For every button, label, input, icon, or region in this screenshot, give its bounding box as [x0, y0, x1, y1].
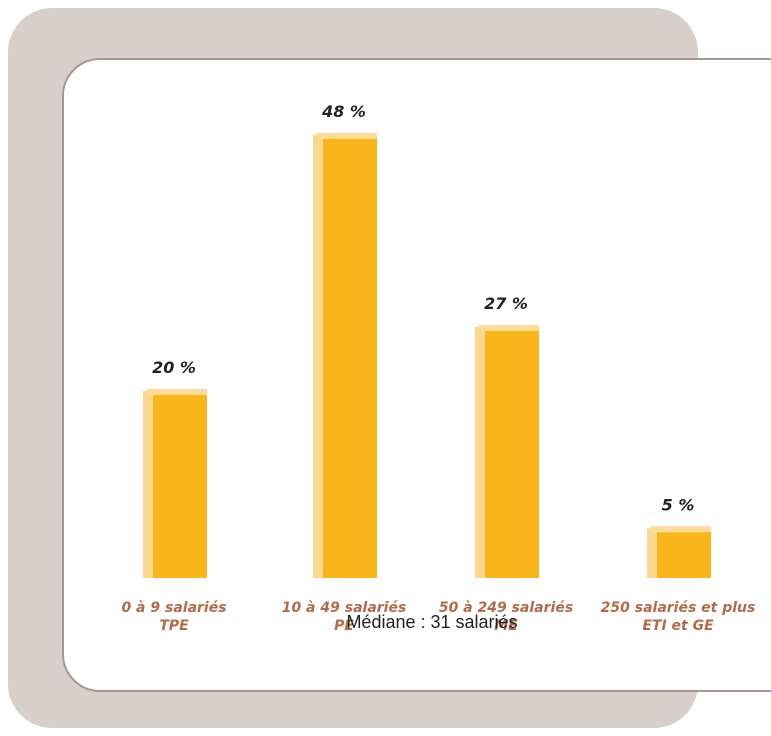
- bar-side: [313, 134, 323, 579]
- value-label: 5 %: [662, 495, 695, 514]
- category-label: 10 à 49 salariés: [282, 600, 407, 616]
- bar-top: [651, 526, 711, 533]
- bar-top: [317, 132, 377, 139]
- category-label: 0 à 9 salariés: [121, 600, 226, 616]
- category-label: ETI et GE: [642, 618, 714, 634]
- chart-panel: [62, 58, 771, 692]
- bar-side: [647, 528, 657, 578]
- bar: [485, 330, 539, 578]
- median-note: Médiane : 31 salariés: [346, 612, 518, 632]
- category-label: ME: [494, 618, 518, 634]
- bar-group: [313, 132, 377, 579]
- bar-group: [647, 526, 711, 578]
- category-label: TPE: [159, 618, 189, 634]
- bar-side: [143, 391, 153, 578]
- value-label: 20 %: [152, 358, 196, 377]
- bar-top: [479, 324, 539, 331]
- bar-top: [147, 389, 207, 395]
- category-label: 250 salariés et plus: [601, 600, 756, 616]
- bar: [153, 395, 207, 578]
- bar-group: [475, 324, 539, 578]
- bar: [323, 138, 377, 579]
- value-label: 48 %: [321, 102, 366, 121]
- bar-side: [475, 326, 485, 578]
- bar: [657, 532, 711, 578]
- value-label: 27 %: [484, 294, 528, 313]
- category-label: 50 à 249 salariés: [439, 600, 573, 616]
- bar-group: [143, 389, 207, 578]
- category-label: PE: [334, 618, 354, 634]
